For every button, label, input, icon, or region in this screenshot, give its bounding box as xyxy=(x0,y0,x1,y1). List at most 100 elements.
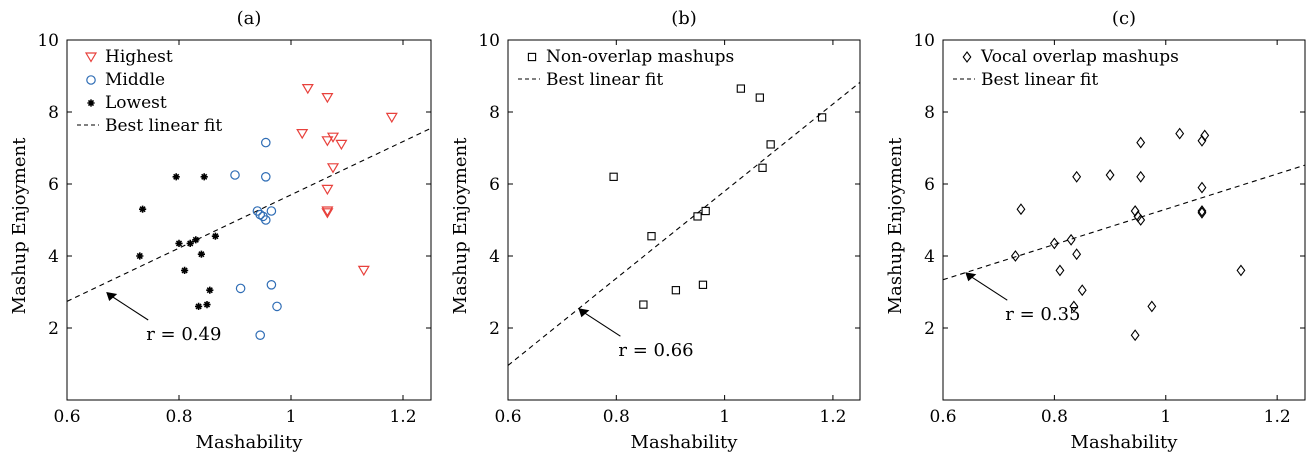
series-middle xyxy=(230,137,282,340)
x-tick-label: 0.6 xyxy=(494,407,521,427)
data-point xyxy=(1105,169,1115,181)
legend: Non-overlap mashups Best linear fit xyxy=(518,47,734,90)
annotation-arrow xyxy=(966,273,1008,301)
chart-panel-1: 0.6 0.8 1 1.2 2 4 6 8 10 (a) Mashability Mashup Enj… xyxy=(9,8,432,453)
x-tick-label: 1 xyxy=(1160,407,1171,427)
data-point xyxy=(357,265,370,277)
data-point xyxy=(255,209,265,220)
data-point xyxy=(701,206,710,216)
x-tick-label: 0.8 xyxy=(165,407,192,427)
y-tick-label: 4 xyxy=(48,247,59,267)
data-point xyxy=(766,140,775,149)
panel-label: (c) xyxy=(1112,8,1136,29)
y-tick-label: 10 xyxy=(37,31,59,51)
x-tick-label: 1.2 xyxy=(819,407,846,427)
data-point xyxy=(1072,248,1082,261)
data-point xyxy=(335,139,348,151)
y-tick-label: 10 xyxy=(913,31,935,51)
data-point xyxy=(647,232,656,241)
legend-marker xyxy=(962,51,972,63)
x-tick-label: 1 xyxy=(719,407,730,427)
data-point xyxy=(296,129,309,140)
data-point xyxy=(817,113,827,122)
data-point xyxy=(260,137,271,148)
legend-label: Best linear fit xyxy=(546,70,663,90)
data-point xyxy=(1072,170,1082,183)
best-fit-line xyxy=(67,127,431,302)
x-tick-label: 0.8 xyxy=(1041,407,1068,427)
data-point xyxy=(192,236,200,244)
data-point xyxy=(693,212,702,221)
legend-marker xyxy=(84,52,98,63)
data-point xyxy=(1136,214,1146,226)
y-tick-label: 6 xyxy=(924,175,935,195)
y-tick-label: 4 xyxy=(924,247,935,267)
data-point xyxy=(139,205,147,213)
series-lowest xyxy=(136,173,219,310)
annotation-arrowhead xyxy=(578,308,590,318)
annotation-text: r = 0.35 xyxy=(1005,304,1080,325)
data-point xyxy=(1066,233,1076,246)
y-tick-label: 2 xyxy=(924,319,935,339)
data-point xyxy=(301,83,314,95)
data-point xyxy=(211,232,219,240)
legend-label: Highest xyxy=(105,47,173,67)
data-point xyxy=(266,279,277,290)
data-point xyxy=(172,173,180,181)
data-point xyxy=(321,184,334,196)
annotation-arrowhead xyxy=(965,272,977,282)
data-point xyxy=(1136,170,1146,183)
y-tick-label: 4 xyxy=(489,247,500,267)
chart-panel-2: 0.6 0.8 1 1.2 2 4 6 8 10 (b) Mashability Mashup Enj… xyxy=(450,8,861,453)
data-point xyxy=(1236,264,1246,277)
annotation-text: r = 0.66 xyxy=(618,340,693,361)
panel-label: (a) xyxy=(237,8,262,29)
legend-label: Best linear fit xyxy=(981,70,1098,90)
legend-marker xyxy=(527,52,537,62)
data-point xyxy=(266,206,277,216)
data-point xyxy=(136,252,144,260)
best-fit-line xyxy=(943,164,1305,281)
data-point xyxy=(385,112,398,124)
data-point xyxy=(1049,237,1059,250)
legend-marker xyxy=(86,75,96,85)
data-point xyxy=(272,301,282,312)
x-tick-label: 1.2 xyxy=(389,407,416,427)
annotation-text: r = 0.49 xyxy=(146,324,221,345)
data-point xyxy=(235,283,246,294)
y-tick-label: 2 xyxy=(48,319,59,339)
series-vocal-overlap-mashups xyxy=(1010,127,1246,342)
chart-panel-3: 0.6 0.8 1 1.2 2 4 6 8 10 (c) Mashability Mashup Enj… xyxy=(885,8,1306,453)
plot-frame xyxy=(507,39,861,401)
data-point xyxy=(1136,136,1146,149)
plot-frame xyxy=(66,39,432,401)
data-point xyxy=(1197,205,1207,217)
data-point xyxy=(260,215,271,225)
data-point xyxy=(736,84,746,93)
data-point xyxy=(230,170,240,180)
x-tick-label: 1.2 xyxy=(1264,407,1291,427)
annotation-arrowhead xyxy=(106,292,118,301)
data-point xyxy=(321,206,334,217)
data-point xyxy=(1197,206,1207,219)
data-point xyxy=(206,286,214,294)
data-point xyxy=(1197,134,1207,147)
data-point xyxy=(671,286,681,295)
best-fit-line xyxy=(508,81,860,366)
panel-label: (b) xyxy=(671,8,697,29)
y-tick-label: 8 xyxy=(924,103,935,123)
data-point xyxy=(175,239,183,247)
data-point xyxy=(609,172,618,181)
data-point xyxy=(255,330,265,340)
data-point xyxy=(326,132,340,143)
data-point xyxy=(321,208,334,219)
legend-marker xyxy=(87,99,95,107)
data-point xyxy=(1055,264,1065,277)
data-point xyxy=(1069,300,1079,313)
y-tick-label: 6 xyxy=(489,175,500,195)
data-point xyxy=(326,163,340,174)
data-point xyxy=(197,250,205,258)
data-point xyxy=(1130,329,1140,342)
data-point xyxy=(1077,284,1087,297)
